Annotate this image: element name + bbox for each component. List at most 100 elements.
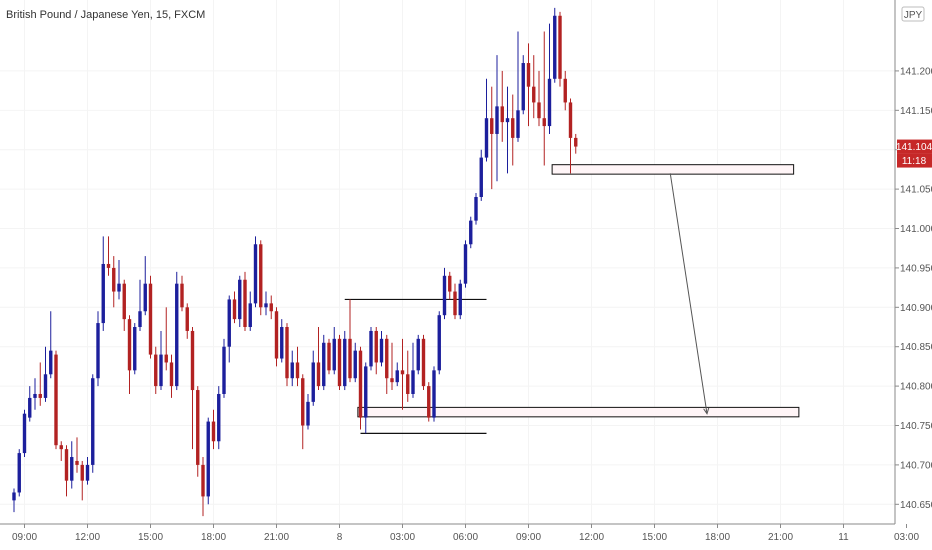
currency-badge[interactable]: JPY — [904, 10, 923, 21]
candle-bull — [49, 350, 53, 375]
candle-bear — [563, 78, 567, 103]
zones-layer[interactable] — [357, 164, 800, 418]
candle-bear — [453, 291, 457, 316]
chart-title: British Pound / Japanese Yen, 15, FXCM — [6, 9, 206, 21]
time-tick-label: 15:00 — [138, 532, 163, 543]
candle-bear — [80, 464, 84, 481]
candle-bear — [127, 319, 132, 371]
candle-bull — [379, 338, 384, 363]
candle-bear — [259, 244, 263, 308]
levels-layer[interactable] — [344, 298, 487, 434]
price-tick-label: 140.850 — [900, 342, 932, 353]
candle-bull — [474, 196, 478, 221]
candle-bear — [122, 283, 126, 320]
time-tick-label: 18:00 — [705, 532, 730, 543]
candle-bull — [505, 118, 510, 123]
currency-badge-box[interactable] — [901, 6, 925, 22]
candle-bull — [96, 323, 100, 379]
candle-bear — [112, 267, 116, 292]
candle-bear — [196, 390, 200, 465]
time-tick-label: 09:00 — [12, 532, 37, 543]
countdown-label: 11:18 — [902, 156, 927, 167]
candle-bull — [495, 106, 499, 134]
countdown-badge — [897, 153, 932, 168]
time-tick-label: 21:00 — [264, 532, 289, 543]
supply-demand-zone[interactable] — [357, 406, 800, 418]
candle-bear — [274, 311, 279, 359]
candle-bear — [269, 303, 273, 312]
candle-bull — [547, 78, 552, 127]
candle-bear — [337, 338, 342, 387]
candle-bear — [316, 362, 321, 387]
candle-bull — [458, 283, 462, 316]
candle-bear — [421, 338, 426, 387]
candle-bear — [64, 449, 69, 481]
price-axis[interactable]: 140.650 140.700 140.750 140.800 140.850 140.9… — [894, 0, 932, 550]
supply-demand-zone[interactable] — [551, 164, 795, 175]
candle-bear — [285, 327, 289, 379]
time-tick-label: 11 — [838, 532, 849, 543]
candle-bear — [532, 86, 536, 103]
candle-bear — [232, 299, 237, 320]
candle-bull — [343, 338, 347, 387]
candle-bull — [143, 283, 147, 312]
candle-bull — [416, 338, 420, 371]
candle-bear — [164, 354, 168, 363]
candle-bull — [28, 397, 32, 418]
candle-bull — [175, 283, 179, 387]
candle-bull — [22, 413, 27, 454]
candle-bear — [348, 338, 352, 379]
candle-bear — [295, 362, 300, 379]
candle-bull — [217, 393, 221, 442]
candle-bull — [85, 464, 90, 481]
candle-bear — [201, 464, 205, 497]
last-price-label: 141.104 — [896, 142, 932, 153]
candle-bear — [327, 342, 331, 371]
projection-arrow-line[interactable] — [669, 173, 708, 414]
candle-bear — [358, 350, 363, 418]
price-ticks: 140.650 140.700 140.750 140.800 140.850 140.9… — [895, 66, 932, 511]
candle-bull — [17, 453, 21, 493]
price-tick-label: 140.900 — [900, 303, 932, 314]
candle-bear — [106, 263, 111, 268]
price-tick-label: 140.700 — [900, 460, 932, 471]
candle-bull — [133, 327, 137, 371]
candles-layer — [12, 7, 578, 517]
candle-bear — [180, 283, 184, 308]
candle-bear — [385, 338, 389, 379]
candle-bull — [369, 330, 373, 367]
candle-bear — [374, 330, 378, 363]
candle-bear — [537, 102, 541, 119]
candle-bear — [568, 102, 573, 138]
time-tick-label: 09:00 — [516, 532, 541, 543]
time-tick-label: 03:00 — [894, 532, 919, 543]
price-tick-label: 141.050 — [900, 185, 932, 196]
candle-bear — [59, 445, 63, 450]
time-ticks: 09:00 12:00 15:00 18:00 21:00 8 03:00 06:00 09:0… — [12, 524, 919, 543]
candle-bull — [553, 15, 557, 79]
candle-bull — [43, 374, 48, 398]
candle-bear — [38, 393, 42, 398]
candle-bull — [206, 421, 210, 497]
candle-bull — [159, 354, 163, 387]
candle-bull — [311, 362, 315, 402]
candle-bear — [490, 118, 494, 134]
candle-bull — [395, 370, 399, 383]
price-tick-label: 140.750 — [900, 421, 932, 432]
time-tick-label: 12:00 — [75, 532, 100, 543]
projection-arrow-head — [703, 407, 710, 415]
time-tick-label: 12:00 — [579, 532, 604, 543]
arrow-layer[interactable] — [669, 173, 710, 415]
candle-bull — [101, 263, 105, 324]
candle-bull — [516, 110, 520, 138]
candle-bear — [75, 460, 79, 465]
candle-bull — [322, 342, 326, 387]
time-axis[interactable]: 09:00 12:00 15:00 18:00 21:00 8 03:00 06:00 09:0… — [0, 523, 919, 543]
candle-bull — [290, 362, 294, 379]
candle-bull — [469, 220, 473, 245]
price-tick-label: 140.800 — [900, 382, 932, 393]
candle-bull — [117, 283, 121, 292]
time-tick-label: 15:00 — [642, 532, 667, 543]
